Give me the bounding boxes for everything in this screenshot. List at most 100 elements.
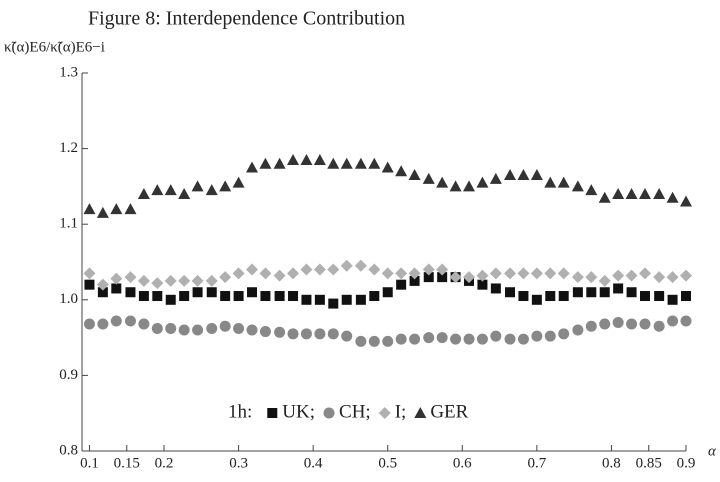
- x-tick-label: 0.9: [677, 455, 696, 471]
- legend-separator: ;: [401, 401, 406, 422]
- x-tick-label: 0.2: [155, 455, 174, 471]
- x-axis-label: α: [708, 443, 717, 459]
- point: [300, 263, 313, 276]
- point: [368, 335, 380, 347]
- point: [355, 294, 366, 305]
- point: [300, 328, 312, 340]
- point: [585, 184, 598, 196]
- x-tick-label: 0.7: [527, 455, 546, 471]
- point: [625, 269, 638, 282]
- point: [436, 263, 449, 276]
- point: [395, 267, 408, 280]
- point: [653, 271, 666, 284]
- point: [178, 274, 191, 287]
- point: [97, 318, 109, 330]
- point: [613, 283, 624, 294]
- point: [83, 318, 95, 330]
- point: [489, 267, 502, 280]
- point: [544, 176, 557, 188]
- point: [219, 320, 231, 332]
- point: [164, 184, 177, 196]
- point: [409, 275, 420, 286]
- point: [463, 271, 476, 284]
- point: [530, 169, 543, 181]
- point: [368, 157, 381, 169]
- point: [653, 320, 665, 332]
- point: [313, 153, 326, 165]
- point: [408, 267, 421, 280]
- point: [354, 157, 367, 169]
- point: [477, 279, 488, 290]
- point: [165, 294, 176, 305]
- point: [557, 267, 570, 280]
- x-tick-label: 0.8: [602, 455, 621, 471]
- point: [476, 333, 488, 345]
- point: [152, 291, 163, 302]
- point: [192, 324, 204, 336]
- point: [612, 316, 624, 328]
- point: [84, 279, 95, 290]
- legend-separator: ;: [310, 401, 315, 422]
- point: [354, 259, 367, 272]
- point: [327, 263, 340, 276]
- legend-marker: [378, 407, 391, 419]
- point: [151, 184, 164, 196]
- point: [288, 291, 299, 302]
- point: [598, 274, 611, 287]
- point: [340, 157, 353, 169]
- point: [599, 287, 610, 298]
- point: [408, 169, 421, 181]
- legend-separator: ;: [365, 401, 370, 422]
- point: [382, 287, 393, 298]
- y-tick-label: 1.2: [59, 140, 78, 156]
- point: [314, 294, 325, 305]
- point: [287, 153, 300, 165]
- point: [490, 330, 502, 342]
- point: [463, 180, 476, 192]
- point: [667, 294, 678, 305]
- point: [599, 318, 611, 330]
- point: [680, 315, 692, 327]
- point: [638, 187, 651, 199]
- y-tick-label: 0.8: [59, 442, 78, 458]
- point: [233, 323, 245, 335]
- point: [287, 267, 300, 280]
- x-tick-label: 0.3: [229, 455, 248, 471]
- point: [517, 267, 530, 280]
- point: [449, 180, 462, 192]
- point: [680, 269, 692, 282]
- point: [247, 287, 258, 298]
- point: [125, 287, 136, 298]
- point: [490, 283, 501, 294]
- point: [557, 176, 570, 188]
- point: [191, 180, 204, 192]
- point: [437, 272, 448, 283]
- point: [259, 157, 272, 169]
- y-tick-label: 0.9: [59, 367, 78, 383]
- point: [124, 315, 136, 327]
- point: [97, 287, 108, 298]
- legend: 1h: UK; CH; I; GER: [228, 401, 469, 422]
- point: [219, 271, 232, 284]
- x-tick-label: 0.6: [453, 455, 472, 471]
- point: [585, 271, 598, 284]
- point: [259, 326, 271, 338]
- x-tick-label: 0.15: [114, 455, 140, 471]
- point: [232, 267, 245, 280]
- point: [530, 267, 543, 280]
- chart-title: Figure 8: Interdependence Contribution: [88, 8, 405, 30]
- point: [558, 328, 570, 340]
- point: [625, 187, 638, 199]
- point: [96, 206, 109, 218]
- point: [517, 169, 530, 181]
- point: [531, 330, 543, 342]
- point: [449, 271, 462, 284]
- point: [463, 333, 475, 345]
- point: [667, 315, 679, 327]
- x-tick-label: 0.1: [80, 455, 99, 471]
- point: [598, 191, 611, 203]
- point: [328, 298, 339, 309]
- point: [191, 274, 204, 287]
- point: [124, 271, 137, 284]
